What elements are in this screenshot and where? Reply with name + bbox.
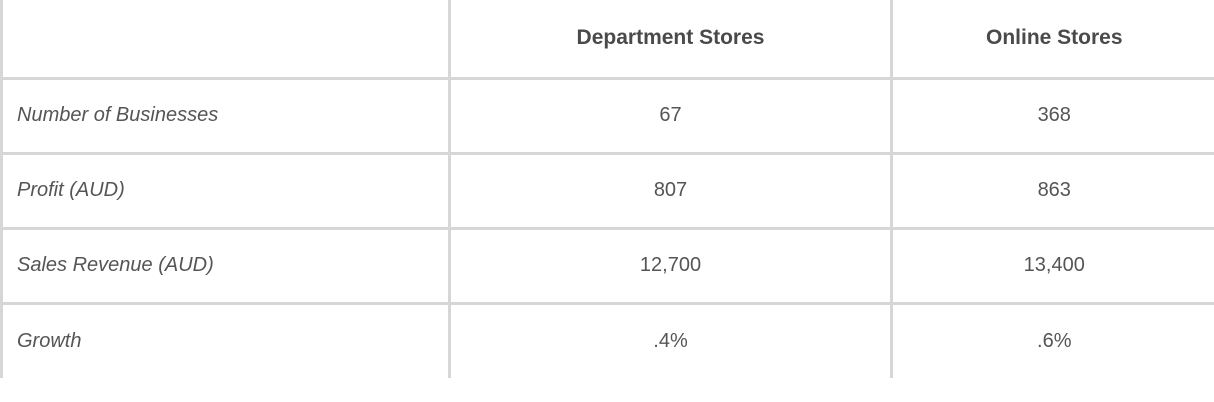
online-stores-value: 368 — [890, 76, 1214, 155]
row-label: Growth — [0, 301, 451, 378]
header-empty-cell — [0, 0, 451, 80]
row-label: Number of Businesses — [0, 76, 451, 155]
row-label: Sales Revenue (AUD) — [0, 226, 451, 305]
table-row: Sales Revenue (AUD) 12,700 13,400 — [0, 226, 1214, 305]
online-stores-value: .6% — [890, 301, 1214, 378]
department-stores-value: .4% — [448, 301, 893, 378]
table-row: Profit (AUD) 807 863 — [0, 151, 1214, 230]
department-stores-value: 67 — [448, 76, 893, 155]
table-row: Growth .4% .6% — [0, 301, 1214, 378]
department-stores-value: 12,700 — [448, 226, 893, 305]
table-header-row: Department Stores Online Stores — [0, 0, 1214, 80]
header-department-stores: Department Stores — [448, 0, 893, 80]
row-label: Profit (AUD) — [0, 151, 451, 230]
online-stores-value: 863 — [890, 151, 1214, 230]
header-online-stores: Online Stores — [890, 0, 1214, 80]
online-stores-value: 13,400 — [890, 226, 1214, 305]
table-row: Number of Businesses 67 368 — [0, 76, 1214, 155]
comparison-table: Department Stores Online Stores Number o… — [0, 0, 1214, 378]
department-stores-value: 807 — [448, 151, 893, 230]
